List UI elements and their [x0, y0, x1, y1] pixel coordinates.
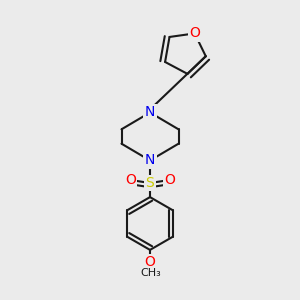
Text: O: O — [125, 173, 136, 187]
Text: S: S — [146, 176, 154, 190]
Text: CH₃: CH₃ — [140, 268, 161, 278]
Text: O: O — [189, 26, 200, 40]
Text: N: N — [145, 106, 155, 119]
Text: O: O — [164, 173, 175, 187]
Text: O: O — [145, 255, 155, 269]
Text: N: N — [145, 154, 155, 167]
